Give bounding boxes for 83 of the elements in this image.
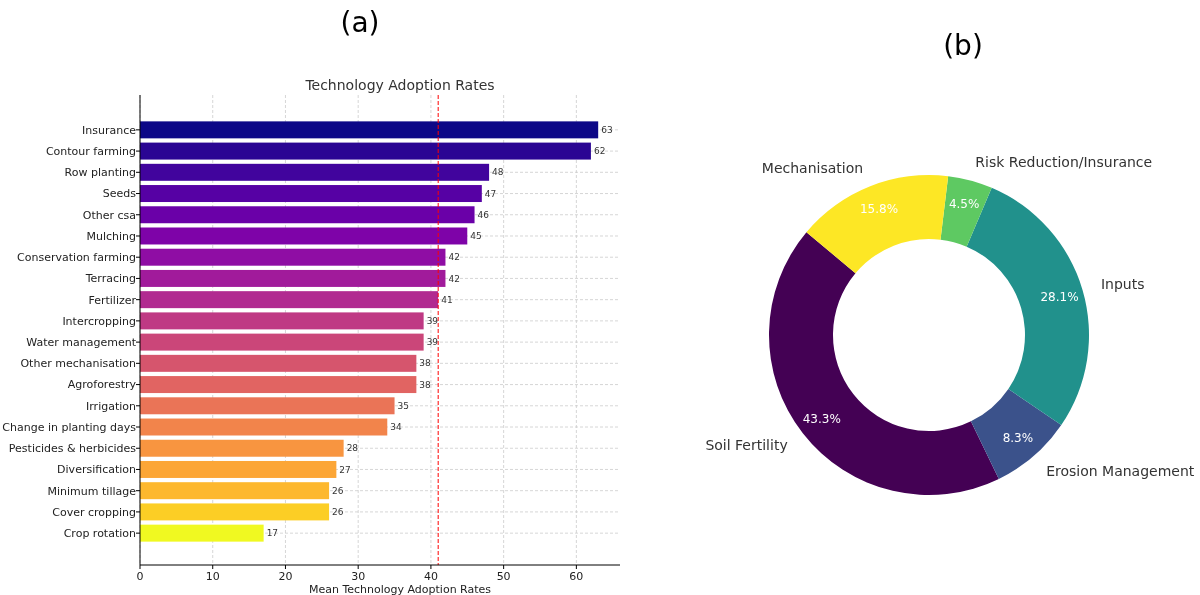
data-label: 4.5% (948, 196, 980, 211)
data-label: 45 (470, 231, 482, 242)
x-tick-label: 20 (278, 570, 293, 583)
bar (140, 503, 330, 521)
y-tick-label: Intercropping (62, 314, 136, 328)
y-tick-label: Minimum tillage (47, 484, 137, 498)
bar (140, 206, 475, 224)
y-tick-label: Other mechanisation (20, 357, 137, 371)
y-tick-label: Diversification (57, 463, 137, 477)
bar (140, 248, 446, 266)
data-label: 42 (448, 252, 460, 263)
y-tick-label: Row planting (64, 166, 136, 180)
bar (140, 185, 482, 203)
data-label: 41 (441, 294, 453, 305)
data-label: 8.3% (1002, 431, 1034, 446)
data-label: 48 (492, 167, 504, 178)
x-tick-label: 10 (205, 570, 220, 583)
data-label: 34 (390, 422, 402, 433)
slice-label: Inputs (1100, 276, 1145, 293)
y-tick-label: Terracing (84, 272, 136, 286)
bar (140, 312, 424, 330)
chart-title: Technology Adoption Rates (304, 77, 495, 93)
bar (140, 397, 395, 415)
donut-slice (806, 175, 949, 274)
x-tick-label: 30 (351, 570, 366, 583)
data-label: 35 (397, 400, 409, 411)
donut-slice (940, 176, 992, 247)
y-tick-label: Mulching (86, 229, 136, 243)
data-label: 39 (426, 316, 439, 327)
data-label: 46 (477, 209, 490, 220)
bar (140, 482, 330, 500)
y-tick-label: Other csa (82, 208, 136, 222)
data-label: 63 (601, 125, 613, 136)
slice-label: Mechanisation (761, 160, 864, 177)
bar (140, 333, 424, 351)
x-tick-label: 40 (423, 570, 438, 583)
bar (140, 163, 490, 181)
y-tick-label: Agroforestry (67, 378, 137, 392)
data-label: 39 (426, 337, 439, 348)
bar (140, 291, 439, 309)
data-label: 38 (419, 358, 432, 369)
y-tick-label: Pesticides & herbicides (8, 442, 137, 456)
y-tick-label: Change in planting days (2, 420, 137, 434)
y-tick-label: Seeds (102, 187, 137, 201)
bar (140, 121, 599, 139)
bar (140, 269, 446, 287)
bar (140, 524, 264, 542)
text: (a) (340, 6, 380, 39)
data-label: 28.1% (1040, 289, 1079, 304)
bar (140, 142, 591, 160)
y-tick-label: Irrigation (86, 399, 137, 413)
x-tick-label: 60 (569, 570, 584, 583)
data-label: 27 (339, 464, 351, 475)
data-label: 17 (266, 528, 279, 539)
data-label: 15.8% (859, 201, 899, 216)
x-tick-label: 50 (496, 570, 511, 583)
text: (b) (943, 29, 983, 62)
x-tick-label: 0 (136, 570, 144, 583)
data-label: 47 (484, 188, 497, 199)
slice-label: Soil Fertility (705, 437, 788, 454)
bar (140, 460, 337, 478)
y-tick-label: Cover cropping (52, 505, 136, 519)
data-label: 26 (332, 507, 344, 518)
bar (140, 227, 468, 245)
data-label: 26 (332, 485, 344, 496)
y-tick-label: Water management (26, 335, 137, 349)
y-tick-label: Contour farming (45, 144, 136, 158)
bar (140, 418, 388, 436)
data-label: 42 (448, 273, 460, 284)
slice-label: Risk Reduction/Insurance (975, 153, 1153, 170)
y-tick-label: Conservation farming (17, 251, 136, 265)
data-label: 28 (346, 443, 359, 454)
data-label: 62 (593, 146, 606, 157)
bar (140, 439, 344, 457)
bar (140, 376, 417, 394)
x-axis-title: Mean Technology Adoption Rates (308, 583, 492, 595)
slice-label: Erosion Management (1046, 462, 1195, 479)
y-tick-label: Fertilizer (88, 293, 137, 307)
bar (140, 354, 417, 372)
y-tick-label: Crop rotation (63, 526, 137, 540)
data-label: 43.3% (802, 411, 841, 426)
y-tick-label: Insurance (82, 123, 137, 137)
data-label: 38 (419, 379, 432, 390)
